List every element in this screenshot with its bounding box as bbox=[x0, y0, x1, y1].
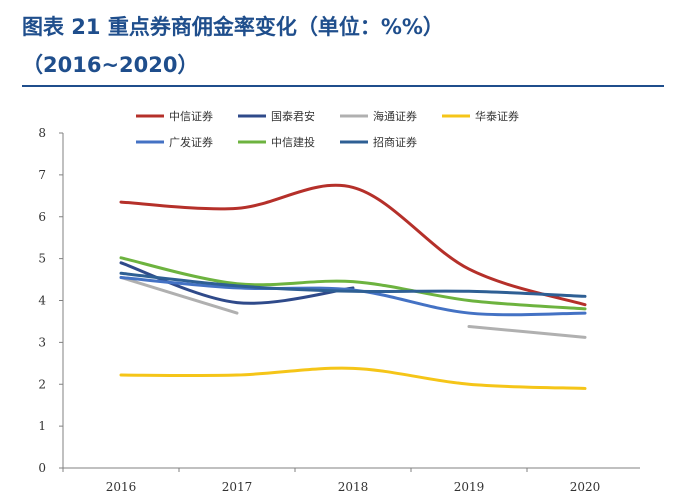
legend-label: 招商证券 bbox=[373, 135, 417, 149]
legend-label: 中信证券 bbox=[169, 109, 213, 123]
series-line-7 bbox=[119, 271, 587, 298]
title-divider bbox=[22, 85, 664, 87]
chart-title-line-2: （2016~2020） bbox=[22, 53, 199, 77]
series-line-2 bbox=[119, 261, 355, 305]
series-line-3 bbox=[467, 324, 587, 339]
y-tick-label: 8 bbox=[38, 126, 46, 140]
x-tick-label: 2016 bbox=[106, 480, 137, 494]
legend-label: 广发证券 bbox=[169, 135, 213, 149]
series-line-1 bbox=[119, 183, 587, 307]
legend-label: 国泰君安 bbox=[271, 109, 315, 123]
x-tick-label: 2018 bbox=[338, 480, 369, 494]
chart-axes: 0 1 2 3 4 5 6 7 8 2016 2017 2018 2019 2020 bbox=[38, 126, 640, 494]
chart-title-line-1: 图表 21 重点券商佣金率变化（单位：%%） bbox=[22, 15, 444, 39]
legend-label: 中信建投 bbox=[271, 135, 315, 149]
legend-label: 海通证券 bbox=[373, 109, 417, 123]
x-tick-label: 2019 bbox=[454, 480, 485, 494]
chart-series-lines bbox=[119, 183, 587, 390]
series-line-3 bbox=[119, 275, 239, 315]
y-tick-label: 1 bbox=[38, 419, 46, 433]
y-tick-label: 7 bbox=[38, 168, 46, 182]
y-tick-label: 0 bbox=[38, 461, 46, 475]
series-line-6 bbox=[119, 256, 587, 311]
y-tick-label: 4 bbox=[38, 294, 46, 308]
legend-label: 华泰证券 bbox=[475, 109, 519, 123]
y-tick-label: 6 bbox=[38, 210, 46, 224]
series-line-4 bbox=[119, 366, 587, 390]
y-tick-label: 2 bbox=[38, 377, 46, 391]
x-tick-label: 2017 bbox=[222, 480, 253, 494]
y-tick-label: 5 bbox=[38, 252, 46, 266]
y-tick-label: 3 bbox=[38, 335, 46, 349]
x-tick-label: 2020 bbox=[570, 480, 601, 494]
